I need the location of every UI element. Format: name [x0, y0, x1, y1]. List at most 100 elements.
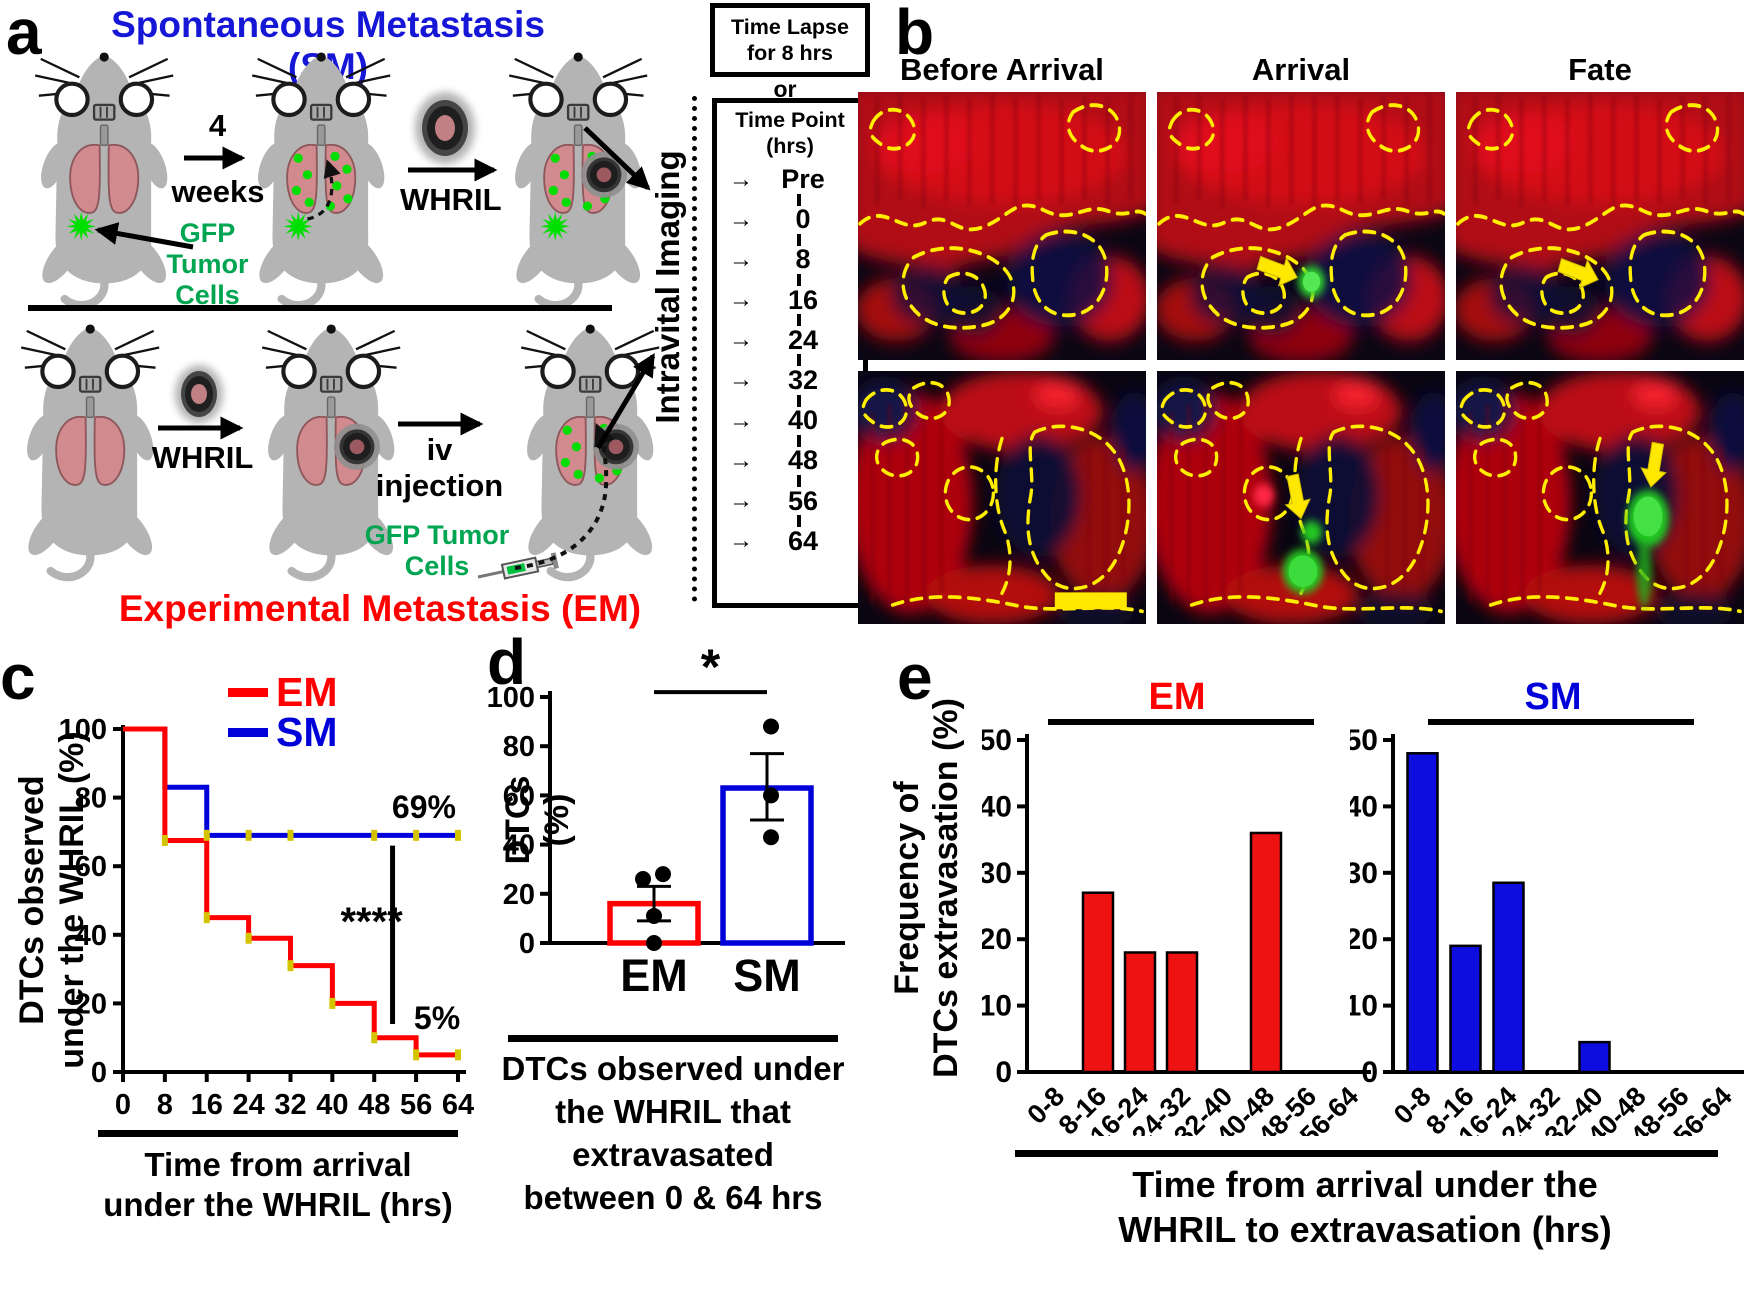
legend-item-SM: SM [228, 711, 338, 752]
annotation-: **** [340, 900, 403, 944]
time-point-box: Time Point (hrs) → Pre → 0 → 8 → 16 → 24 → 32 → 40 → 48… [712, 98, 868, 608]
micrograph-r2-fate [1456, 371, 1744, 624]
timeline-connector [797, 434, 802, 447]
panel-b-letter: b [895, 0, 935, 68]
x-tick-label: 32 [274, 1089, 306, 1121]
censor-mark-SM [371, 829, 378, 841]
timeline-connector [797, 314, 802, 327]
gfp-pointer-arrow [94, 222, 194, 250]
censor-mark-SM [454, 829, 461, 841]
chart-d-caption: DTCs observed under the WHRIL that extra… [478, 1035, 868, 1220]
chart-d-plot: 0 20 40 60 80 100 * EM SM [487, 646, 845, 1001]
timepoint-value: 56 [787, 485, 819, 516]
x-tick-label: 56 [400, 1089, 432, 1121]
arrow-icon: → [729, 446, 753, 474]
col-header-fate: Fate [1568, 52, 1632, 87]
y-tick-label: 10 [982, 990, 1012, 1023]
arrow-icon: → [729, 366, 753, 394]
y-tick-label: 80 [75, 783, 107, 815]
weeks-label: weeks [171, 174, 265, 209]
data-point-EM [646, 907, 662, 924]
timepoint-16: → 16 [717, 280, 863, 327]
timepoint-48: → 48 [717, 441, 863, 487]
col-header-arrival: Arrival [1251, 52, 1351, 87]
mouse-sm-3 [509, 52, 647, 305]
time-point-header-line1: Time Point [735, 108, 845, 132]
timepoint-40: → 40 [717, 401, 863, 447]
censor-mark-EM [161, 834, 168, 846]
e-em-header: EM [1148, 676, 1206, 718]
e-ylabel-line2: DTCs extravasation (%) [927, 698, 966, 1078]
arrow-icon: → [729, 165, 753, 193]
data-point-EM [635, 871, 651, 888]
chart-e-y-title: Frequency of DTCs extravasation (%) [888, 653, 968, 1123]
timepoint-value: Pre [781, 164, 825, 195]
y-tick-label: 40 [75, 920, 107, 952]
y-tick-label: 20 [982, 923, 1012, 956]
category-label-EM: EM [620, 950, 688, 1001]
chart-e-sm-plot: 010203040500-88-1616-2424-3232-4040-4848… [1350, 724, 1744, 1136]
whril-window-icon-top [415, 92, 475, 164]
gfp-tumor-cells-label-em: GFP Tumor Cells [352, 520, 522, 582]
y-tick-label: 50 [1350, 724, 1378, 757]
e-caption-overline [1015, 1150, 1718, 1157]
legend-item-EM: EM [228, 671, 338, 712]
timeline-connector [797, 354, 802, 367]
mouse-em-3 [521, 324, 659, 577]
timepoint-value: 24 [787, 324, 819, 355]
whril-label-top: WHRIL [400, 182, 502, 217]
chart-e-em-bars: 010203040500-88-1616-2424-3232-4040-4848… [982, 724, 1371, 1136]
timeline-connector [797, 515, 802, 528]
d-caption-line2: the WHRIL that [555, 1092, 791, 1130]
data-point-EM [646, 935, 662, 951]
d-caption-line3: extravasated [572, 1135, 774, 1173]
sm-title: Spontaneous Metastasis (SM) [111, 4, 545, 87]
bar-16-24 [1492, 881, 1525, 1074]
panel-d-letter: d [487, 626, 527, 698]
timeline-connector [797, 274, 802, 286]
em-title: Experimental Metastasis (EM) [118, 588, 642, 629]
y-tick-label: 60 [75, 851, 107, 883]
arrow-icon: → [729, 406, 753, 434]
micrograph-r1-arrival [1157, 92, 1445, 360]
tumor-cell-green [1298, 266, 1325, 298]
bar-32-40 [1578, 1040, 1611, 1074]
x-tick-label: 0 [115, 1089, 131, 1121]
timepoint-0: → 0 [717, 200, 863, 246]
bar-0-8 [1406, 752, 1439, 1074]
x-tick-label: 64 [442, 1089, 474, 1121]
timepoint-56: → 56 [717, 481, 863, 528]
time-lapse-box: Time Lapse for 8 hrs [710, 3, 870, 77]
y-tick-label: 40 [982, 790, 1012, 823]
y-tick-label: 40 [503, 830, 535, 862]
time-point-list: → Pre → 0 → 8 → 16 → 24 → 32 → 40 → 48 → 56 → 64 [717, 159, 863, 561]
y-tick-label: 100 [487, 682, 535, 714]
category-label-SM: SM [733, 950, 801, 1001]
x-tick-label: 48 [358, 1089, 390, 1121]
iv-line1: iv [426, 432, 453, 467]
bar-8-16 [1081, 891, 1115, 1074]
timepoint-Pre: → Pre [717, 159, 863, 206]
gfp-em-line1: GFP Tumor [364, 520, 510, 550]
censor-mark-SM [413, 829, 420, 841]
mouse-em-1 [21, 324, 159, 577]
censor-mark-EM [287, 960, 294, 972]
arrow-icon: → [729, 487, 753, 515]
e-xlabel-line1: Time from arrival under the [1132, 1164, 1598, 1205]
iv-dotted-path [514, 422, 615, 570]
timeline-connector [797, 193, 802, 206]
red-cell [1253, 483, 1275, 507]
or-label: or [773, 76, 797, 102]
annotation-5: 5% [414, 1000, 460, 1036]
caption-overline [508, 1035, 838, 1042]
panel-e-letter: e [897, 641, 933, 713]
y-tick-label: 60 [503, 780, 535, 812]
y-tick-label: 0 [1361, 1056, 1378, 1089]
e-sm-header: SM [1524, 676, 1582, 718]
x-tick-label: 40 [316, 1089, 348, 1121]
e-ylabel-line1: Frequency of [888, 781, 926, 995]
bar-SM [720, 785, 814, 946]
arrow-icon: → [729, 286, 753, 314]
